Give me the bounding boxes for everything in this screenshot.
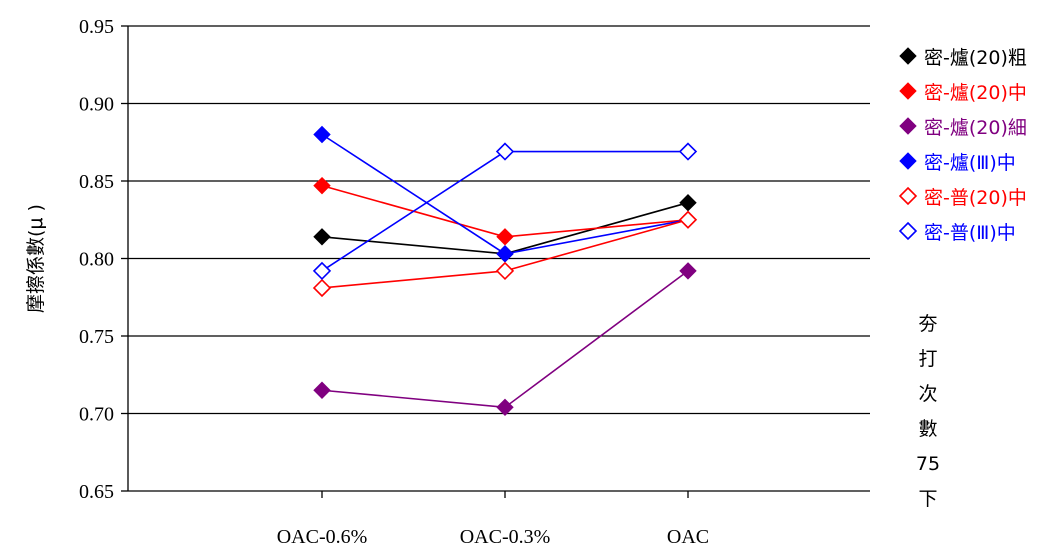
legend-label: 密-爐(20)細 (924, 117, 1027, 139)
legend-swatch (899, 152, 917, 170)
data-point (678, 210, 698, 229)
y-tick-label: 0.85 (79, 171, 114, 193)
x-tick-label: OAC (667, 526, 709, 548)
side-note-text: 夯 (918, 313, 937, 335)
side-note-text: 75 (916, 453, 940, 475)
data-point (313, 176, 331, 195)
axes (121, 25, 870, 498)
x-tick-label: OAC-0.6% (277, 526, 368, 548)
y-tick-label: 0.80 (79, 249, 114, 271)
data-point (313, 381, 331, 399)
data-point (313, 125, 331, 144)
data-point (496, 398, 514, 417)
legend-label: 密-爐(20)中 (924, 82, 1027, 104)
data-point (312, 261, 332, 281)
data-point (495, 261, 515, 281)
legend-swatch (898, 186, 918, 206)
data-point (679, 193, 697, 212)
y-axis-tick-labels: 0.65 0.70 0.75 0.80 0.85 0.90 0.95 (79, 16, 114, 503)
legend-label: 密-爐(20)粗 (924, 47, 1027, 69)
data-point (313, 228, 331, 246)
legend-swatch (899, 82, 917, 100)
x-tick-label: OAC-0.3% (460, 526, 551, 548)
legend: 密-爐(20)粗密-爐(20)中密-爐(20)細密-爐(Ⅲ)中密-普(20)中密… (898, 47, 1027, 244)
y-tick-label: 0.75 (79, 326, 114, 348)
data-point (495, 142, 515, 161)
legend-swatch (898, 221, 918, 241)
data-point (679, 262, 697, 280)
data-point (312, 278, 332, 298)
legend-label: 密-普(20)中 (924, 187, 1027, 209)
y-tick-label: 0.65 (79, 481, 114, 503)
data-point (496, 228, 514, 246)
series-line-3 (321, 270, 689, 409)
legend-label: 密-爐(Ⅲ)中 (924, 152, 1016, 174)
side-note-text: 數 (918, 418, 937, 440)
side-note-text: 打 (918, 348, 937, 370)
x-axis-tick-labels: OAC-0.6% OAC-0.3% OAC (277, 526, 709, 548)
data-point (678, 142, 698, 161)
y-axis-title: 摩擦係數(μ ) (25, 204, 47, 313)
legend-swatch (899, 117, 917, 135)
y-tick-label: 0.90 (79, 94, 114, 116)
y-tick-label: 0.70 (79, 404, 114, 426)
y-tick-label: 0.95 (79, 16, 114, 38)
grid-lines (128, 25, 870, 415)
legend-swatch (899, 47, 917, 65)
legend-label: 密-普(Ⅲ)中 (924, 222, 1016, 244)
side-note-text: 下 (918, 488, 937, 510)
series-markers (312, 125, 698, 417)
side-note-text: 次 (918, 383, 937, 405)
data-point (496, 245, 514, 263)
